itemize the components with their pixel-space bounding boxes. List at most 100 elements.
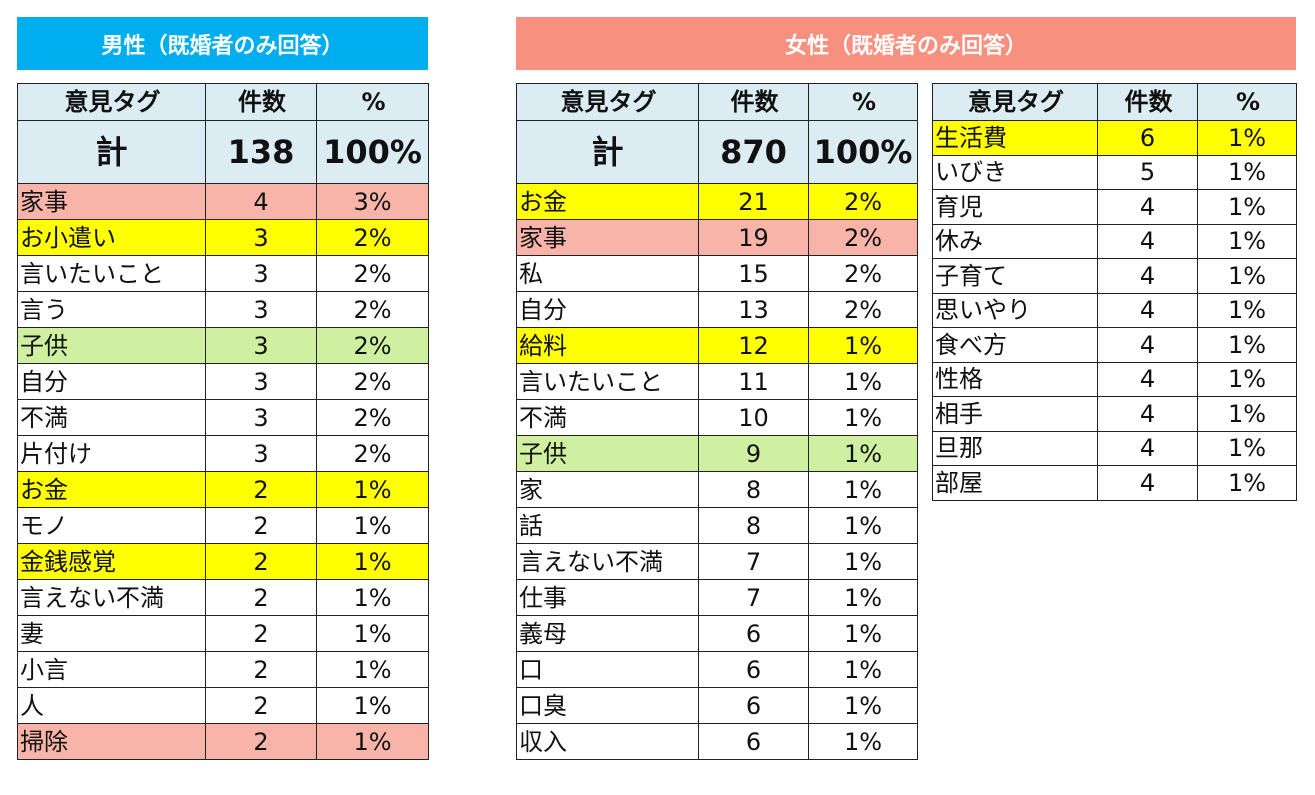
header-tag: 意見タグ [516, 83, 699, 121]
tag-cell: 口臭 [516, 687, 699, 724]
pct-cell: 1% [808, 651, 918, 688]
tag-cell: 掃除 [17, 723, 206, 760]
pct-cell: 1% [316, 543, 429, 580]
pct-cell: 1% [808, 723, 918, 760]
table-row: 仕事 7 1% [516, 579, 918, 616]
tag-cell: 子育て [932, 258, 1098, 294]
count-cell: 2 [205, 687, 317, 724]
table-header-row: 意見タグ 件数 % [516, 83, 918, 121]
tag-cell: モノ [17, 507, 206, 544]
count-cell: 7 [698, 543, 809, 580]
count-cell: 3 [205, 363, 317, 400]
tag-cell: 思いやり [932, 292, 1098, 328]
header-pct: % [316, 83, 429, 121]
count-cell: 4 [205, 183, 317, 220]
tag-cell: 不満 [17, 399, 206, 436]
tag-cell: 口 [516, 651, 699, 688]
male-section-title: 男性（既婚者のみ回答） [17, 17, 428, 70]
pct-cell: 1% [316, 507, 429, 544]
pct-cell: 2% [316, 219, 429, 256]
count-cell: 15 [698, 255, 809, 292]
pct-cell: 1% [808, 327, 918, 364]
table-row: 義母 6 1% [516, 615, 918, 652]
pct-cell: 2% [316, 399, 429, 436]
pct-cell: 1% [1197, 154, 1297, 190]
table-row: 小言 2 1% [17, 651, 429, 688]
table-row: 食べ方 4 1% [932, 327, 1297, 363]
pct-cell: 1% [1197, 223, 1297, 259]
tag-cell: 給料 [516, 327, 699, 364]
count-cell: 8 [698, 471, 809, 508]
count-cell: 3 [205, 327, 317, 364]
table-row: 私 15 2% [516, 255, 918, 292]
pct-cell: 1% [808, 399, 918, 436]
count-cell: 4 [1097, 465, 1198, 501]
tag-cell: 義母 [516, 615, 699, 652]
count-cell: 9 [698, 435, 809, 472]
table-row: 話 8 1% [516, 507, 918, 544]
tag-cell: 言えない不満 [17, 579, 206, 616]
table-row: お金 2 1% [17, 471, 429, 508]
table-row: 掃除 2 1% [17, 723, 429, 760]
table-row: 言えない不満 7 1% [516, 543, 918, 580]
tag-cell: 相手 [932, 396, 1098, 432]
pct-cell: 1% [808, 471, 918, 508]
count-cell: 13 [698, 291, 809, 328]
table-row: いびき 5 1% [932, 154, 1297, 190]
total-pct: 100% [316, 120, 429, 184]
table-row: 片付け 3 2% [17, 435, 429, 472]
count-cell: 2 [205, 579, 317, 616]
tag-cell: お小遣い [17, 219, 206, 256]
table-row: 生活費 6 1% [932, 120, 1297, 156]
count-cell: 2 [205, 543, 317, 580]
count-cell: 4 [1097, 430, 1198, 466]
count-cell: 3 [205, 291, 317, 328]
count-cell: 4 [1097, 258, 1198, 294]
tag-cell: 小言 [17, 651, 206, 688]
pct-cell: 2% [316, 435, 429, 472]
tag-cell: 部屋 [932, 465, 1098, 501]
count-cell: 4 [1097, 292, 1198, 328]
count-cell: 4 [1097, 223, 1198, 259]
count-cell: 21 [698, 183, 809, 220]
tag-cell: お金 [516, 183, 699, 220]
table-row: お金 21 2% [516, 183, 918, 220]
male-tag-table: 意見タグ 件数 % 計 138 100% 家事 4 3% お小遣い 3 2% 言いたいこと 3… [17, 83, 429, 760]
female-tag-table: 意見タグ 件数 % 計 870 100% お金 21 2% 家事 19 2% 私 15 2% 自分… [516, 83, 918, 760]
table-row: 家 8 1% [516, 471, 918, 508]
count-cell: 11 [698, 363, 809, 400]
tag-cell: 子供 [17, 327, 206, 364]
pct-cell: 1% [316, 687, 429, 724]
tag-cell: 不満 [516, 399, 699, 436]
tag-cell: 家事 [17, 183, 206, 220]
total-count: 138 [205, 120, 317, 184]
table-row: 自分 3 2% [17, 363, 429, 400]
pct-cell: 1% [1197, 292, 1297, 328]
count-cell: 3 [205, 219, 317, 256]
pct-cell: 1% [1197, 361, 1297, 397]
pct-cell: 2% [808, 291, 918, 328]
tag-cell: 性格 [932, 361, 1098, 397]
tag-cell: 言いたいこと [17, 255, 206, 292]
tag-cell: 旦那 [932, 430, 1098, 466]
pct-cell: 1% [1197, 327, 1297, 363]
count-cell: 2 [205, 723, 317, 760]
table-row: 口臭 6 1% [516, 687, 918, 724]
tag-cell: 言う [17, 291, 206, 328]
table-row: 口 6 1% [516, 651, 918, 688]
table-row: 休み 4 1% [932, 223, 1297, 259]
header-count: 件数 [205, 83, 317, 121]
tag-cell: 妻 [17, 615, 206, 652]
pct-cell: 2% [316, 363, 429, 400]
count-cell: 6 [698, 723, 809, 760]
pct-cell: 2% [808, 255, 918, 292]
total-row: 計 870 100% [516, 120, 918, 184]
count-cell: 4 [1097, 189, 1198, 225]
count-cell: 3 [205, 255, 317, 292]
tag-cell: 家 [516, 471, 699, 508]
count-cell: 4 [1097, 396, 1198, 432]
table-row: 家事 19 2% [516, 219, 918, 256]
tag-cell: 言えない不満 [516, 543, 699, 580]
table-row: 不満 3 2% [17, 399, 429, 436]
pct-cell: 1% [808, 579, 918, 616]
